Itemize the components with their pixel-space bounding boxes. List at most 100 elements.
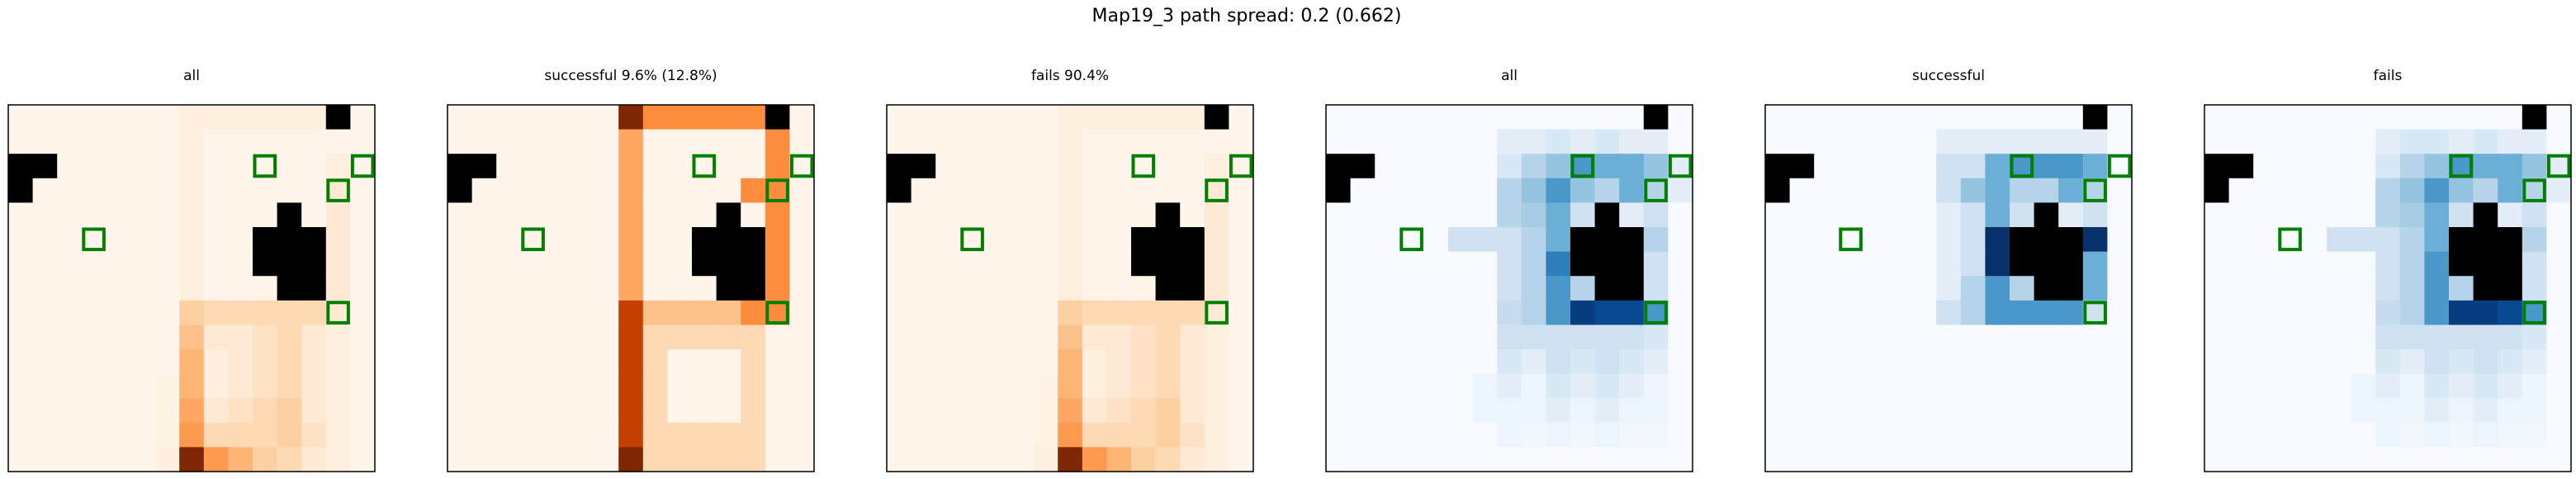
- heat-cell: [2399, 325, 2425, 350]
- heat-cell: [2375, 447, 2401, 472]
- heat-cell: [1546, 227, 1571, 253]
- heat-cell: [520, 276, 546, 301]
- heat-cell: [1619, 349, 1645, 375]
- goal-marker: [2083, 178, 2107, 202]
- heat-cell: [1399, 373, 1424, 399]
- heat-cell: [520, 251, 546, 277]
- heat-cell: [1497, 398, 1522, 424]
- heat-cell: [1838, 398, 1863, 424]
- heat-cell: [253, 276, 278, 301]
- heat-cell: [1546, 373, 1571, 399]
- heat-cell: [1887, 349, 1913, 375]
- heat-cell: [545, 129, 571, 154]
- heat-cell: [2522, 227, 2547, 253]
- heat-cell: [959, 178, 985, 203]
- heat-cell: [496, 325, 522, 350]
- heat-cell: [984, 349, 1010, 375]
- heat-cell: [154, 398, 180, 424]
- heat-cell: [887, 349, 912, 375]
- heat-cell: [545, 398, 571, 424]
- heat-cell: [716, 373, 741, 399]
- heat-cell: [2302, 349, 2327, 375]
- heat-cell: [1960, 300, 1986, 325]
- heat-cell: [2375, 251, 2401, 277]
- heat-cell: [1985, 349, 2010, 375]
- heat-cell: [447, 129, 473, 154]
- heat-cell: [81, 129, 107, 154]
- heat-cell: [1570, 129, 1596, 154]
- heat-cell: [1863, 349, 1888, 375]
- heat-cell: [496, 202, 522, 228]
- heat-cell: [1911, 373, 1937, 399]
- heat-cell: [1643, 154, 1669, 179]
- heat-cell: [642, 251, 668, 277]
- heat-cell: [154, 373, 180, 399]
- heat-cell: [1789, 227, 1815, 253]
- heat-cell: [741, 447, 766, 472]
- heat-cell: [1936, 349, 1962, 375]
- heat-cell: [325, 349, 351, 375]
- heat-cell: [301, 349, 327, 375]
- heat-cell: [2327, 227, 2352, 253]
- heat-cell: [2277, 300, 2303, 325]
- heat-cell: [2424, 422, 2450, 448]
- heat-cell: [2277, 325, 2303, 350]
- goal-marker: [82, 227, 106, 252]
- heat-cell: [984, 251, 1010, 277]
- heat-cell: [594, 276, 619, 301]
- heat-cell: [2449, 105, 2474, 130]
- heat-cell: [253, 447, 278, 472]
- heat-cell: [496, 300, 522, 325]
- heat-cell: [1765, 202, 1791, 228]
- heat-cell: [1082, 447, 1107, 472]
- heat-cell: [2498, 202, 2523, 228]
- heat-cell: [1594, 300, 1620, 325]
- heat-cell: [57, 349, 83, 375]
- heat-cell: [228, 447, 253, 472]
- heat-cell: [1863, 300, 1888, 325]
- heat-cell: [2253, 325, 2279, 350]
- heat-cell: [741, 398, 766, 424]
- wall-cell: [1594, 251, 1620, 277]
- heat-cell: [496, 105, 522, 130]
- heat-cell: [935, 202, 961, 228]
- heat-cell: [1863, 276, 1888, 301]
- wall-cell: [2034, 202, 2059, 228]
- heat-cell: [2277, 129, 2303, 154]
- heat-cell: [350, 202, 376, 228]
- heat-cell: [57, 373, 83, 399]
- heat-cell: [154, 202, 180, 228]
- heat-cell: [2424, 105, 2450, 130]
- heat-cell: [2010, 300, 2035, 325]
- heat-cell: [570, 447, 595, 472]
- heat-cell: [2277, 373, 2303, 399]
- wall-cell: [2034, 251, 2059, 277]
- heat-cell: [789, 300, 815, 325]
- heat-cell: [1399, 447, 1424, 472]
- heat-cell: [2546, 202, 2572, 228]
- heat-cell: [911, 349, 936, 375]
- heat-cell: [228, 227, 253, 253]
- heat-cell: [1887, 202, 1913, 228]
- heat-cell: [1668, 398, 1693, 424]
- heat-cell: [1814, 178, 1840, 203]
- heat-cell: [1375, 398, 1400, 424]
- heat-cell: [959, 398, 985, 424]
- heat-cell: [154, 129, 180, 154]
- heat-cell: [81, 373, 107, 399]
- heat-cell: [2058, 129, 2084, 154]
- heat-cell: [1058, 447, 1083, 472]
- heat-cell: [765, 373, 790, 399]
- heat-cell: [1229, 105, 1254, 130]
- heat-cell: [2058, 105, 2084, 130]
- heat-cell: [130, 422, 156, 448]
- heat-cell: [1058, 202, 1083, 228]
- heat-cell: [57, 227, 83, 253]
- heat-cell: [1887, 398, 1913, 424]
- heat-cell: [130, 105, 156, 130]
- heat-cell: [8, 227, 34, 253]
- heat-cell: [1936, 129, 1962, 154]
- heat-cell: [1448, 154, 1474, 179]
- heat-cell: [789, 227, 815, 253]
- heat-cell: [2498, 154, 2523, 179]
